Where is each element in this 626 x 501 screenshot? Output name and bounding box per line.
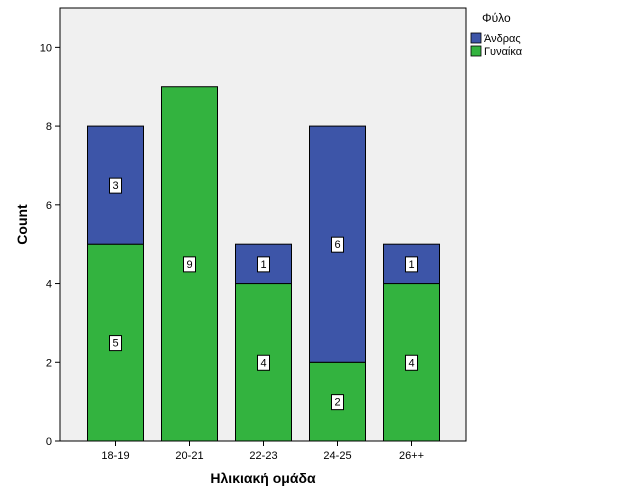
data-label: 2 [334,397,340,409]
x-tick-label: 26++ [399,450,424,462]
legend-label: Άνδρας [484,33,521,45]
data-label: 3 [112,180,118,192]
x-axis-title: Ηλικιακή ομάδα [210,470,316,486]
x-tick-label: 20-21 [175,450,203,462]
legend-title: Φύλο [482,11,511,25]
data-label: 4 [408,357,414,369]
legend-swatch [470,45,482,57]
data-label-box [405,256,418,273]
data-label: 4 [260,357,266,369]
y-tick-label: 4 [46,279,52,291]
x-axis: 18-19 20-21 22-23 24-25 26++ [101,441,424,462]
data-label: 6 [334,239,340,251]
y-tick-label: 0 [46,436,52,448]
y-tick-label: 8 [46,121,52,133]
data-label: 5 [112,338,118,350]
data-label-box [257,256,270,273]
x-tick-label: 22-23 [249,450,277,462]
data-label-box [405,354,418,371]
legend-label: Γυναίκα [484,46,523,58]
data-label-box [109,335,122,352]
bar-segment [309,125,366,363]
data-label-box [183,256,196,273]
data-label: 1 [260,259,266,271]
data-label-box [257,354,270,371]
data-label: 9 [186,259,192,271]
y-tick-label: 6 [46,200,52,212]
data-label-box [331,394,344,411]
data-label-box [109,177,122,194]
y-axis: 0 2 4 6 8 10 [40,42,60,448]
legend-swatch [470,32,482,44]
y-axis-title: Count [14,204,30,245]
data-label-box [331,236,344,253]
y-tick-label: 2 [46,357,52,369]
x-tick-label: 24-25 [323,450,351,462]
data-labels-group: 5 3 9 4 1 2 6 4 1 [109,177,418,411]
x-tick-label: 18-19 [101,450,129,462]
data-label: 1 [408,259,414,271]
y-tick-label: 10 [40,42,52,54]
